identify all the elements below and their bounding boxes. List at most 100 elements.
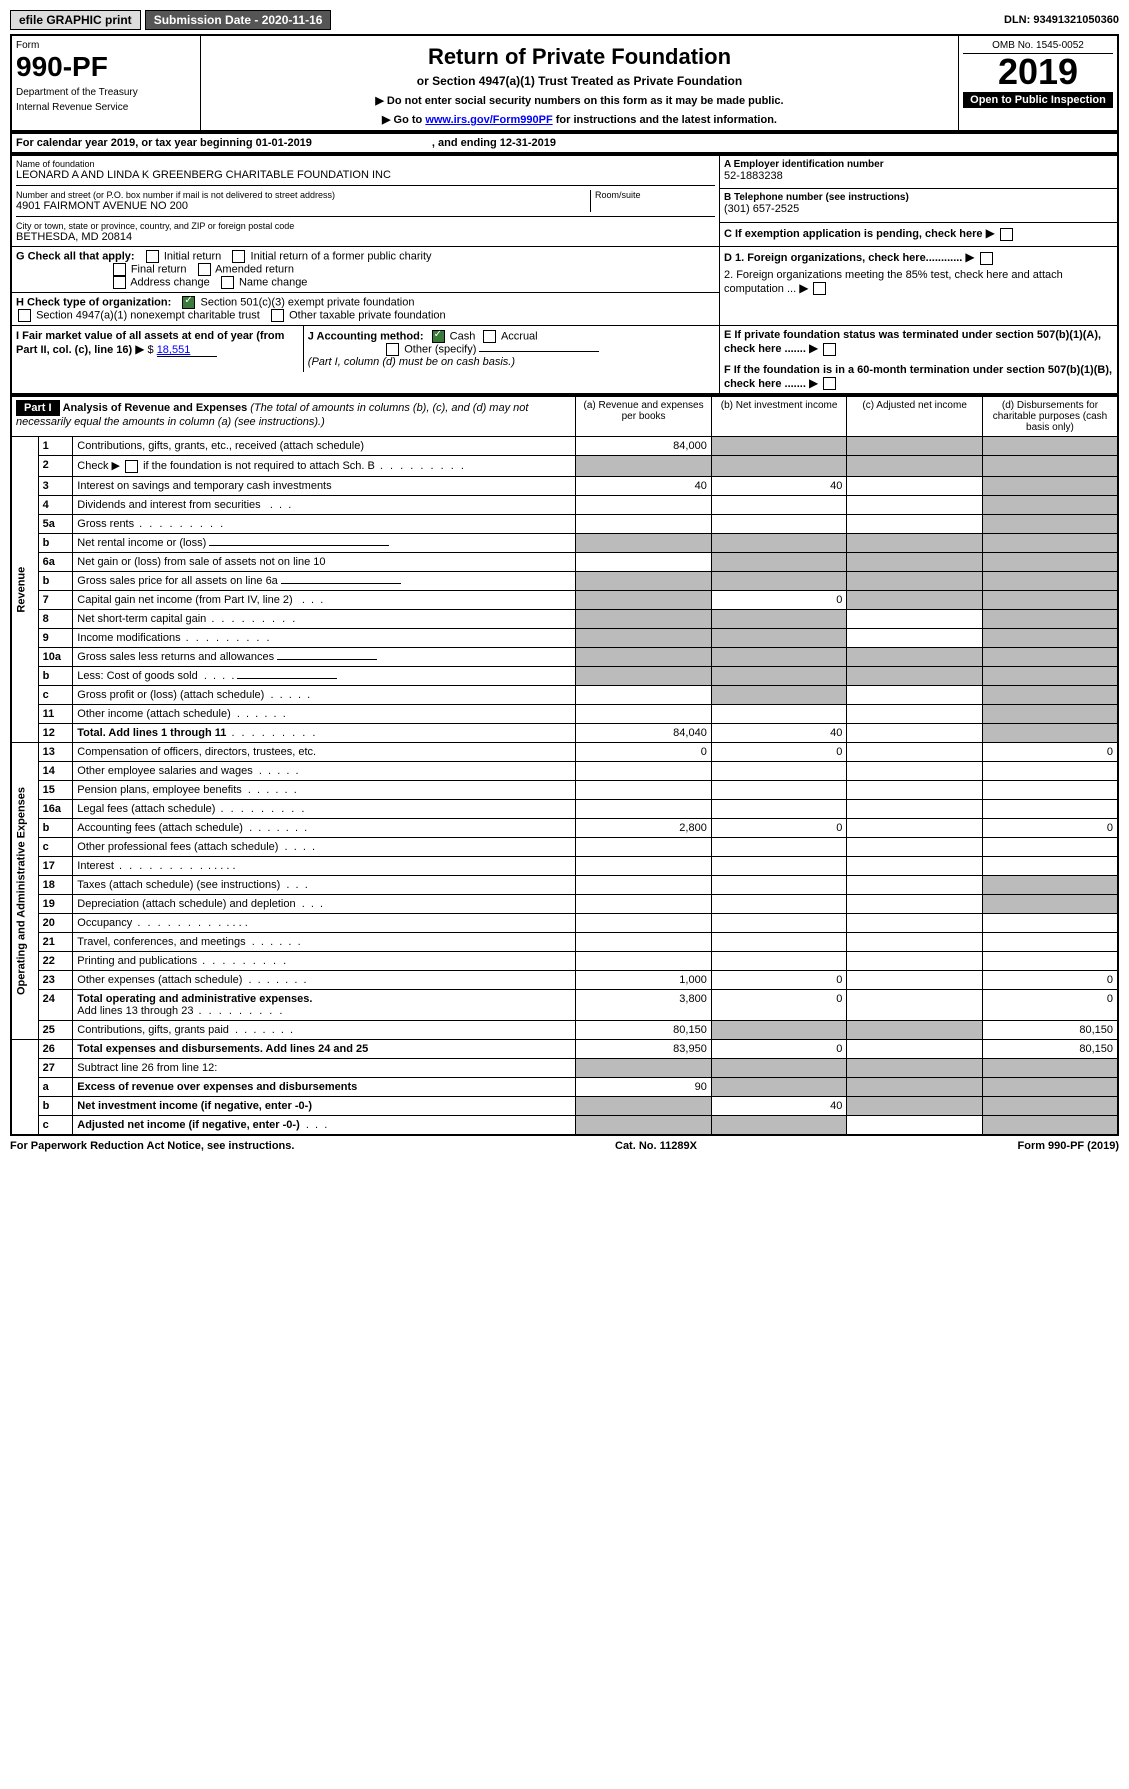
h-4947-checkbox[interactable]: [18, 309, 31, 322]
j-accrual-checkbox[interactable]: [483, 330, 496, 343]
r27a-t: Excess of revenue over expenses and disb…: [73, 1077, 576, 1096]
part1-title: Analysis of Revenue and Expenses: [63, 402, 248, 414]
h-other-checkbox[interactable]: [271, 309, 284, 322]
r1-a: 84,000: [576, 437, 712, 456]
r10b-t: Less: Cost of goods sold . . . .: [73, 666, 576, 685]
r16a-t: Legal fees (attach schedule): [73, 799, 576, 818]
footer-center: Cat. No. 11289X: [615, 1140, 697, 1152]
r27a-n: a: [38, 1077, 73, 1096]
form-title: Return of Private Foundation: [205, 44, 954, 70]
col-b: (b) Net investment income: [711, 396, 847, 437]
r1-t: Contributions, gifts, grants, etc., rece…: [73, 437, 576, 456]
r3-n: 3: [38, 476, 73, 495]
r13-b: 0: [711, 742, 847, 761]
d2-checkbox[interactable]: [813, 282, 826, 295]
g-initial-checkbox[interactable]: [146, 250, 159, 263]
r27a-a: 90: [576, 1077, 712, 1096]
note2-pre: ▶ Go to: [382, 114, 425, 126]
r5b-t: Net rental income or (loss): [73, 533, 576, 552]
h-501c3-checkbox[interactable]: [182, 296, 195, 309]
g-former-checkbox[interactable]: [232, 250, 245, 263]
d1-checkbox[interactable]: [980, 252, 993, 265]
r23-n: 23: [38, 970, 73, 989]
r22-n: 22: [38, 951, 73, 970]
i-label: I Fair market value of all assets at end…: [16, 330, 284, 356]
h-label: H Check type of organization:: [16, 296, 171, 308]
efile-button[interactable]: efile GRAPHIC print: [10, 10, 141, 30]
r7-n: 7: [38, 590, 73, 609]
h-o1: Section 501(c)(3) exempt private foundat…: [200, 296, 414, 308]
addr-label: Number and street (or P.O. box number if…: [16, 190, 590, 200]
r26-b: 0: [711, 1039, 847, 1058]
note1: ▶ Do not enter social security numbers o…: [205, 94, 954, 107]
r21-t: Travel, conferences, and meetings . . . …: [73, 932, 576, 951]
part1-label: Part I: [16, 400, 60, 416]
h-o3: Other taxable private foundation: [289, 309, 446, 321]
h-o2: Section 4947(a)(1) nonexempt charitable …: [36, 309, 260, 321]
r7-t: Capital gain net income (from Part IV, l…: [73, 590, 576, 609]
r13-a: 0: [576, 742, 712, 761]
r26-a: 83,950: [576, 1039, 712, 1058]
note2-post: for instructions and the latest informat…: [553, 114, 777, 126]
d1-label: D 1. Foreign organizations, check here..…: [724, 252, 962, 264]
r24-d: 0: [982, 989, 1118, 1020]
r16a-n: 16a: [38, 799, 73, 818]
j-other-checkbox[interactable]: [386, 343, 399, 356]
r17-n: 17: [38, 856, 73, 875]
r12-b: 40: [711, 723, 847, 742]
r27c-t: Adjusted net income (if negative, enter …: [73, 1115, 576, 1135]
form-label: Form: [16, 40, 196, 51]
g-o3: Address change: [130, 276, 210, 288]
i-value[interactable]: 18,551: [157, 344, 217, 357]
irs-label: Internal Revenue Service: [16, 102, 196, 113]
r7-b: 0: [711, 590, 847, 609]
r4-t: Dividends and interest from securities .…: [73, 495, 576, 514]
r10c-n: c: [38, 685, 73, 704]
r5b-n: b: [38, 533, 73, 552]
open-public: Open to Public Inspection: [963, 92, 1113, 108]
top-bar: efile GRAPHIC print Submission Date - 20…: [10, 10, 1119, 30]
r10b-n: b: [38, 666, 73, 685]
r22-t: Printing and publications: [73, 951, 576, 970]
r2-t: Check ▶ if the foundation is not require…: [73, 456, 576, 477]
r3-t: Interest on savings and temporary cash i…: [73, 476, 576, 495]
r2-checkbox[interactable]: [125, 460, 138, 473]
r23-b: 0: [711, 970, 847, 989]
r8-n: 8: [38, 609, 73, 628]
city: BETHESDA, MD 20814: [16, 231, 715, 243]
form-link[interactable]: www.irs.gov/Form990PF: [425, 114, 552, 126]
r8-t: Net short-term capital gain: [73, 609, 576, 628]
r23-t: Other expenses (attach schedule) . . . .…: [73, 970, 576, 989]
r18-t: Taxes (attach schedule) (see instruction…: [73, 875, 576, 894]
r27c-n: c: [38, 1115, 73, 1135]
revenue-section: Revenue: [11, 437, 38, 743]
d2-label: 2. Foreign organizations meeting the 85%…: [724, 269, 1063, 295]
form-header: Form 990-PF Department of the Treasury I…: [10, 34, 1119, 132]
submission-button[interactable]: Submission Date - 2020-11-16: [145, 10, 332, 30]
r23-a: 1,000: [576, 970, 712, 989]
g-amended-checkbox[interactable]: [198, 263, 211, 276]
r12-t: Total. Add lines 1 through 11: [73, 723, 576, 742]
r25-d: 80,150: [982, 1020, 1118, 1039]
r6b-n: b: [38, 571, 73, 590]
r5a-n: 5a: [38, 514, 73, 533]
city-label: City or town, state or province, country…: [16, 221, 715, 231]
e-checkbox[interactable]: [823, 343, 836, 356]
g-o1: Initial return: [164, 250, 221, 262]
f-checkbox[interactable]: [823, 377, 836, 390]
r15-n: 15: [38, 780, 73, 799]
c-label: C If exemption application is pending, c…: [724, 228, 983, 240]
j-cash-checkbox[interactable]: [432, 330, 445, 343]
dln-label: DLN: 93491321050360: [1004, 14, 1119, 26]
r16b-t: Accounting fees (attach schedule) . . . …: [73, 818, 576, 837]
f-label: F If the foundation is in a 60-month ter…: [724, 364, 1112, 390]
r1-n: 1: [38, 437, 73, 456]
info-block: Name of foundation LEONARD A AND LINDA K…: [10, 154, 1119, 395]
r24-n: 24: [38, 989, 73, 1020]
g-final-checkbox[interactable]: [113, 263, 126, 276]
ein-label: A Employer identification number: [724, 159, 1113, 170]
g-name-checkbox[interactable]: [221, 276, 234, 289]
form-number: 990-PF: [16, 51, 196, 83]
g-address-checkbox[interactable]: [113, 276, 126, 289]
c-checkbox[interactable]: [1000, 228, 1013, 241]
